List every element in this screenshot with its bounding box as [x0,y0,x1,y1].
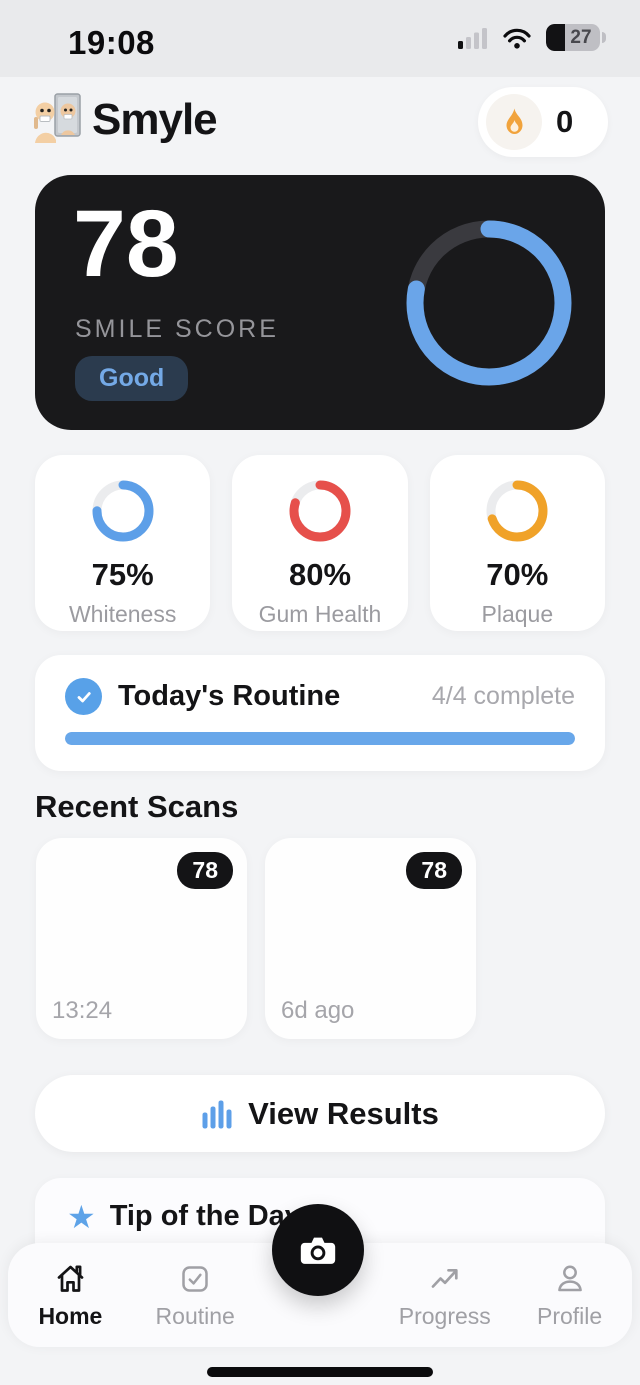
status-icons: 27 [458,24,606,51]
person-icon [557,1265,582,1291]
header: Smyle 0 [0,77,640,173]
smile-score-card: 78 SMILE SCORE Good [35,175,605,430]
star-icon: ★ [67,1198,96,1235]
routine-title: Today's Routine [118,680,341,712]
section-title-recent-scans: Recent Scans [35,789,239,824]
trend-up-icon [431,1268,458,1288]
smile-score-label: SMILE SCORE [75,315,279,343]
tab-label: Routine [155,1302,235,1329]
battery-percent: 27 [570,26,592,48]
wifi-icon [503,28,531,49]
battery-body: 27 [546,24,600,51]
scan-score-badge: 78 [177,852,233,889]
scan-time: 6d ago [281,997,355,1024]
camera-icon [300,1237,336,1264]
smile-score-ring [406,220,572,386]
view-results-label: View Results [248,1095,439,1131]
bar-chart-icon [202,1100,232,1128]
home-indicator[interactable] [207,1367,433,1377]
status-time: 19:08 [68,24,155,61]
tab-bar: Home Routine Progress Profile [8,1243,632,1347]
routine-status: 4/4 complete [431,682,575,710]
metric-card-whiteness[interactable]: 75% Whiteness [35,455,211,631]
metric-value: 70% [486,557,549,592]
metric-ring [289,480,351,542]
streak-count: 0 [556,104,574,139]
routine-progress-fill [65,732,575,745]
smile-score-value: 78 [73,191,179,297]
battery-nub [602,32,606,43]
flame-icon-wrap [486,94,542,150]
signal-icon [458,27,487,49]
tab-progress[interactable]: Progress [382,1261,507,1330]
tab-label: Progress [398,1302,491,1329]
metric-ring [92,480,154,542]
metric-value: 75% [91,557,154,592]
metrics-row: 75% Whiteness 80% Gum Health 70% Plaque [35,455,605,631]
tab-profile[interactable]: Profile [507,1261,632,1330]
check-circle-icon [65,678,102,715]
scan-card[interactable]: 78 13:24 [36,838,247,1039]
app-title: Smyle [92,95,218,144]
tip-title: Tip of the Day [109,1200,301,1232]
battery-indicator: 27 [546,24,606,51]
scan-score-badge: 78 [406,852,462,889]
flame-icon [506,108,522,134]
routine-progress-bar [65,732,575,745]
metric-card-gum-health[interactable]: 80% Gum Health [232,455,408,631]
metric-card-plaque[interactable]: 70% Plaque [429,455,605,631]
battery-fill [546,24,565,51]
scan-time: 13:24 [52,997,113,1024]
routine-card[interactable]: Today's Routine 4/4 complete [35,655,605,771]
metric-label: Gum Health [258,601,382,627]
scan-card[interactable]: 78 6d ago [265,838,476,1039]
streak-badge[interactable]: 0 [478,87,608,157]
tab-routine[interactable]: Routine [133,1261,258,1330]
home-icon [57,1264,84,1292]
tab-home[interactable]: Home [8,1261,133,1330]
score-ring-fill [406,220,572,386]
checkbox-icon [182,1265,208,1292]
camera-button[interactable] [272,1204,364,1296]
app-logo [34,93,81,143]
metric-value: 80% [288,557,352,592]
status-bar: 19:08 27 [0,0,640,77]
score-rating-badge: Good [75,356,189,401]
view-results-button[interactable]: View Results [35,1075,605,1152]
recent-scans-row: 78 13:24 78 6d ago [36,838,476,1039]
tab-label: Home [38,1302,103,1329]
tab-label: Profile [536,1302,603,1329]
metric-label: Whiteness [68,601,177,627]
metric-label: Plaque [481,601,554,627]
routine-row: Today's Routine 4/4 complete [65,678,575,715]
tip-row: ★ Tip of the Day [67,1200,301,1233]
metric-ring [486,480,548,542]
